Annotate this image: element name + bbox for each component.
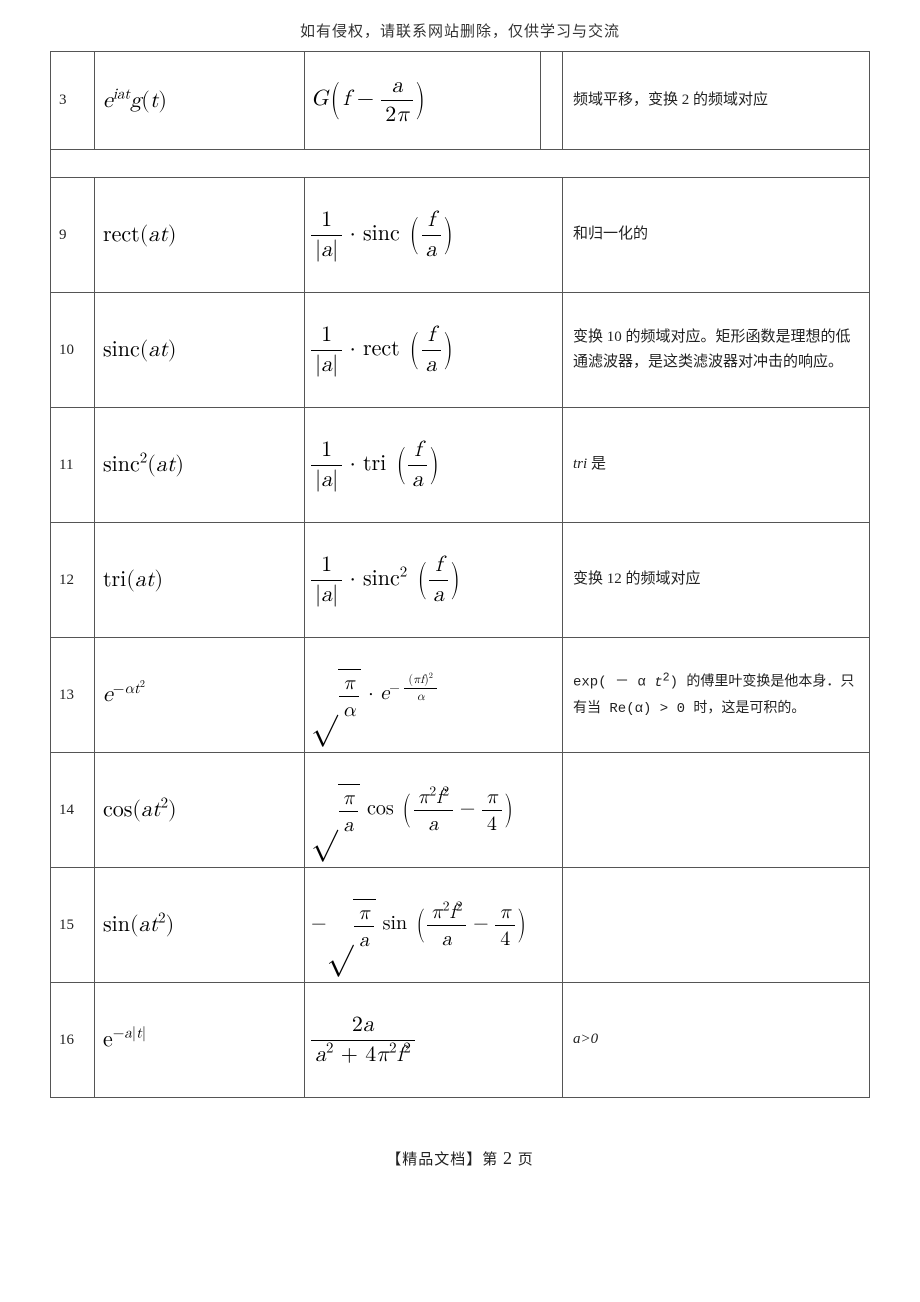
function-cell: sin(at2) — [95, 868, 305, 983]
table-row: 9 rect(at) 1|a| · sinc (fa) 和归一化的 — [51, 178, 870, 293]
footer-suffix: 页 — [518, 1152, 534, 1168]
description-cell: tri 是 — [563, 408, 870, 523]
function-cell: sinc2(at) — [95, 408, 305, 523]
spacer-cell — [541, 52, 563, 150]
gap-row — [51, 150, 870, 178]
function-cell: cos(at2) — [95, 753, 305, 868]
transform-cell: −√πa sin (π2f2a − π4) — [305, 868, 563, 983]
transform-cell: 1|a| · rect (fa) — [305, 293, 563, 408]
func-name: rect — [103, 224, 140, 246]
function-cell: sinc(at) — [95, 293, 305, 408]
transform-cell: 1|a| · sinc2 (fa) — [305, 523, 563, 638]
func-name: sinc — [103, 339, 140, 361]
row-number: 13 — [51, 638, 95, 753]
table-row: 10 sinc(at) 1|a| · rect (fa) 变换 10 的频域对应… — [51, 293, 870, 408]
table-row: 15 sin(at2) −√πa sin (π2f2a − π4) — [51, 868, 870, 983]
footer-label: 【精品文档】第 — [386, 1152, 498, 1168]
op-name: sinc — [363, 223, 400, 245]
table-row: 12 tri(at) 1|a| · sinc2 (fa) 变换 12 的频域对应 — [51, 523, 870, 638]
function-cell: eiatg(t) — [95, 52, 305, 150]
row-number: 16 — [51, 983, 95, 1098]
page-footer: 【精品文档】第 2 页 — [50, 1148, 870, 1169]
transform-cell: 1|a| · tri (fa) — [305, 408, 563, 523]
description-cell: 和归一化的 — [563, 178, 870, 293]
op-name: tri — [363, 453, 386, 475]
table-row: 14 cos(at2) √πa cos (π2f2a − π4) — [51, 753, 870, 868]
description-cell: 频域平移，变换 2 的频域对应 — [563, 52, 870, 150]
transform-cell: √πα · e− (πf)2α — [305, 638, 563, 753]
transform-cell: 1|a| · sinc (fa) — [305, 178, 563, 293]
row-number: 10 — [51, 293, 95, 408]
function-cell: e−a|t| — [95, 983, 305, 1098]
op-name: rect — [363, 338, 400, 360]
op-name: sinc — [363, 568, 400, 590]
table-row: 16 e−a|t| 2aa2 + 4π2f2 a>0 — [51, 983, 870, 1098]
row-number: 12 — [51, 523, 95, 638]
row-number: 9 — [51, 178, 95, 293]
desc-mono: exp( － α — [573, 675, 646, 691]
description-cell: exp( － α t2) 的傅里叶变换是他本身．只有当 Re(α) > 0 时，… — [563, 638, 870, 753]
transform-cell: 2aa2 + 4π2f2 — [305, 983, 563, 1098]
row-number: 14 — [51, 753, 95, 868]
table-row: 3 eiatg(t) G(f − a2π) 频域平移，变换 2 的频域对应 — [51, 52, 870, 150]
row-number: 15 — [51, 868, 95, 983]
desc-text: 是 — [587, 456, 606, 472]
function-cell: rect(at) — [95, 178, 305, 293]
row-number: 11 — [51, 408, 95, 523]
transform-cell: G(f − a2π) — [305, 52, 541, 150]
table-row: 11 sinc2(at) 1|a| · tri (fa) tri 是 — [51, 408, 870, 523]
transform-cell: √πa cos (π2f2a − π4) — [305, 753, 563, 868]
function-cell: tri(at) — [95, 523, 305, 638]
func-name: sinc — [103, 454, 140, 476]
header-copyright-note: 如有侵权，请联系网站删除，仅供学习与交流 — [50, 20, 870, 41]
table-row: 13 e−αt2 √πα · e− (πf)2α exp( － α t2) 的傅… — [51, 638, 870, 753]
row-number: 3 — [51, 52, 95, 150]
func-name: tri — [103, 569, 126, 591]
description-cell — [563, 868, 870, 983]
description-cell: 变换 12 的频域对应 — [563, 523, 870, 638]
page-number: 2 — [503, 1148, 513, 1168]
description-cell: 变换 10 的频域对应。矩形函数是理想的低通滤波器，是这类滤波器对冲击的响应。 — [563, 293, 870, 408]
description-cell — [563, 753, 870, 868]
fourier-transform-table: 3 eiatg(t) G(f − a2π) 频域平移，变换 2 的频域对应 9 … — [50, 51, 870, 1098]
desc-cond: >0 — [581, 1031, 599, 1047]
desc-var: a — [573, 1031, 581, 1047]
desc-italic: tri — [573, 456, 587, 472]
function-cell: e−αt2 — [95, 638, 305, 753]
description-cell: a>0 — [563, 983, 870, 1098]
